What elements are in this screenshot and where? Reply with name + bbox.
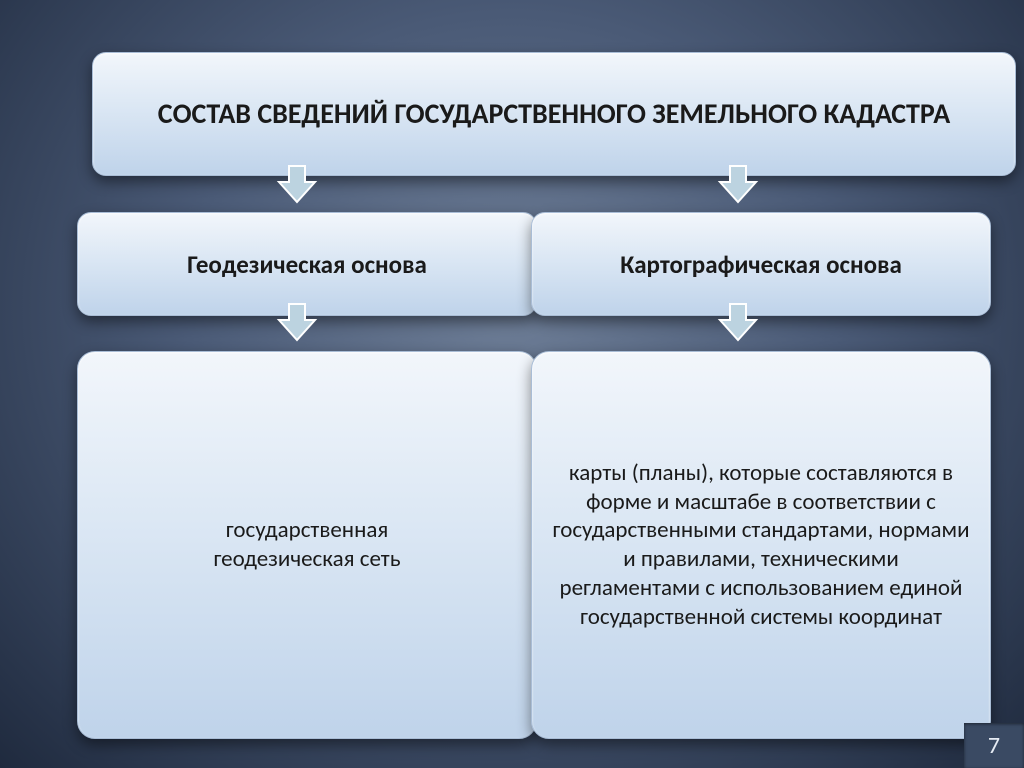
left-body-box: государственная геодезическая сеть xyxy=(77,351,537,739)
left-body-line2: геодезическая сеть xyxy=(213,545,400,574)
title-box: СОСТАВ СВЕДЕНИЙ ГОСУДАРСТВЕННОГО ЗЕМЕЛЬН… xyxy=(92,52,1016,176)
right-body-text: карты (планы), которые составляются в фо… xyxy=(552,459,970,632)
page-number-text: 7 xyxy=(988,731,1000,760)
title-text: СОСТАВ СВЕДЕНИЙ ГОСУДАРСТВЕННОГО ЗЕМЕЛЬН… xyxy=(158,97,950,131)
arrow-icon xyxy=(275,162,319,206)
left-heading-text: Геодезическая основа xyxy=(187,249,427,280)
arrow-icon xyxy=(716,300,760,344)
left-body-line1: государственная xyxy=(226,516,389,545)
slide: СОСТАВ СВЕДЕНИЙ ГОСУДАРСТВЕННОГО ЗЕМЕЛЬН… xyxy=(0,0,1024,768)
arrow-icon xyxy=(275,300,319,344)
right-heading-box: Картографическая основа xyxy=(531,212,991,316)
right-heading-text: Картографическая основа xyxy=(620,249,902,280)
right-body-box: карты (планы), которые составляются в фо… xyxy=(531,351,991,739)
page-number: 7 xyxy=(964,723,1024,768)
arrow-icon xyxy=(716,162,760,206)
